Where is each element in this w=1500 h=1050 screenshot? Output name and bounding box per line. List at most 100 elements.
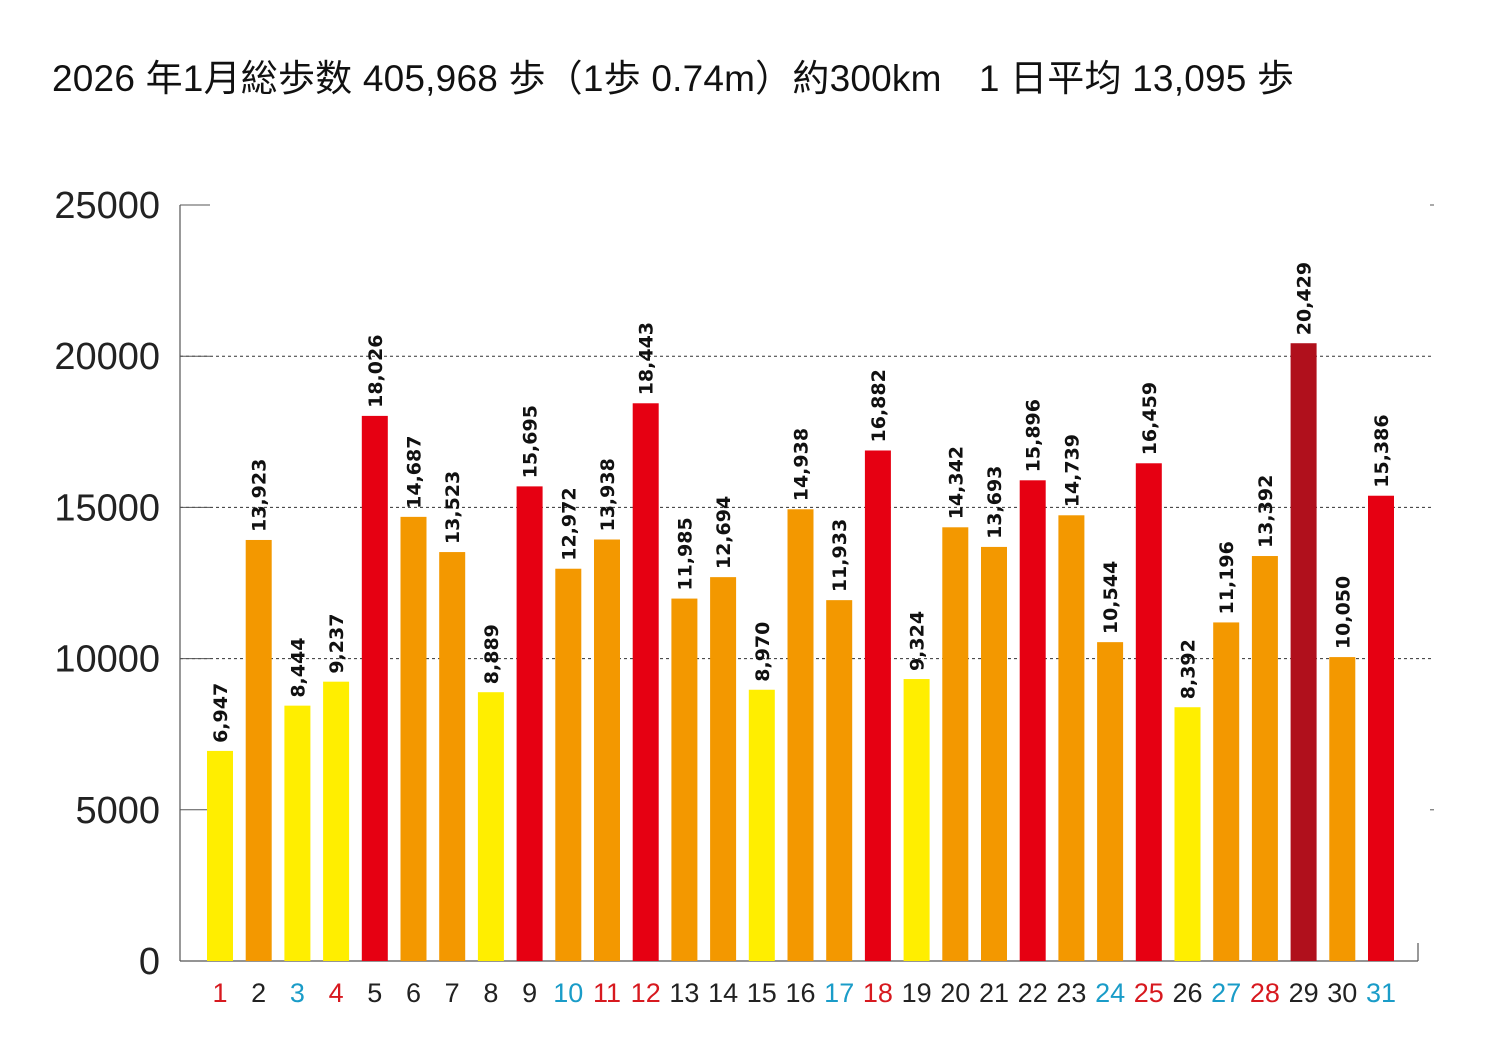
x-tick-label-day-13: 13	[669, 978, 699, 1008]
x-tick-label-day-23: 23	[1056, 978, 1086, 1008]
x-tick-label-day-30: 30	[1327, 978, 1357, 1008]
bar-day-5	[361, 415, 388, 961]
value-label-day-13: 11,985	[674, 517, 696, 590]
bar-day-18	[864, 450, 891, 961]
bar-day-6	[400, 516, 427, 961]
bar-day-15	[748, 689, 775, 961]
bar-day-23	[1058, 515, 1085, 961]
bar-day-20	[942, 527, 969, 961]
x-tick-label-day-28: 28	[1250, 978, 1280, 1008]
x-tick-label-day-1: 1	[212, 978, 227, 1008]
value-label-day-9: 15,695	[520, 405, 542, 478]
value-label-day-1: 6,947	[210, 683, 232, 743]
value-label-day-25: 16,459	[1139, 382, 1161, 455]
bar-day-22	[1019, 480, 1046, 961]
value-label-day-28: 13,392	[1255, 475, 1277, 548]
x-tick-label-day-14: 14	[708, 978, 738, 1008]
x-tick-label-day-6: 6	[406, 978, 421, 1008]
bar-day-29	[1290, 343, 1317, 961]
value-label-day-14: 12,694	[713, 496, 735, 569]
x-tick-label-day-5: 5	[367, 978, 382, 1008]
x-tick-label-day-16: 16	[785, 978, 815, 1008]
value-labels: 6,947 13,923 8,444 9,237 18,026 14,687 13,523 8…	[210, 262, 1393, 743]
bar-day-26	[1174, 707, 1201, 961]
bar-day-27	[1213, 622, 1240, 961]
x-tick-label-day-7: 7	[445, 978, 460, 1008]
value-label-day-3: 8,444	[287, 638, 309, 698]
bar-day-30	[1329, 657, 1356, 961]
bar-day-12	[632, 403, 659, 961]
bar-day-3	[284, 705, 311, 961]
x-tick-label-day-24: 24	[1095, 978, 1125, 1008]
x-axis-labels: 1 2 3 4 5 6 7 8 9 10 11 12 13 14 15 16 17 18 19 20 21 22 23 24 2…	[212, 978, 1396, 1008]
x-tick-label-day-8: 8	[483, 978, 498, 1008]
value-label-day-5: 18,026	[365, 335, 387, 408]
bar-day-7	[439, 552, 466, 961]
x-tick-label-day-9: 9	[522, 978, 537, 1008]
value-label-day-2: 13,923	[249, 459, 271, 532]
y-tick-label: 0	[139, 941, 160, 983]
x-tick-label-day-26: 26	[1172, 978, 1202, 1008]
x-tick-label-day-2: 2	[251, 978, 266, 1008]
bar-day-8	[477, 692, 504, 961]
x-tick-label-day-12: 12	[631, 978, 661, 1008]
bar-day-11	[594, 539, 620, 961]
value-label-day-31: 15,386	[1371, 414, 1393, 487]
value-label-day-15: 8,970	[752, 622, 774, 682]
bar-day-24	[1097, 642, 1124, 961]
value-label-day-18: 16,882	[868, 369, 890, 442]
y-axis-ticks: 0 5000 10000 15000 20000 25000	[54, 185, 1434, 983]
x-tick-label-day-25: 25	[1134, 978, 1164, 1008]
value-label-day-29: 20,429	[1294, 262, 1316, 335]
value-label-day-4: 9,237	[326, 614, 348, 674]
x-tick-label-day-29: 29	[1289, 978, 1319, 1008]
bar-day-1	[207, 750, 233, 961]
x-tick-label-day-4: 4	[329, 978, 344, 1008]
value-label-day-27: 11,196	[1216, 541, 1238, 614]
y-tick-label: 15000	[54, 487, 160, 529]
chart-title: 2026 年1月総歩数 405,968 歩（1歩 0.74m）約300km 1 …	[52, 58, 1295, 99]
bars	[207, 343, 1394, 961]
bar-day-19	[903, 679, 930, 961]
value-label-day-6: 14,687	[404, 436, 426, 509]
x-tick-label-day-22: 22	[1018, 978, 1048, 1008]
bar-day-21	[981, 546, 1007, 961]
x-tick-label-day-19: 19	[902, 978, 932, 1008]
x-tick-label-day-21: 21	[979, 978, 1009, 1008]
value-label-day-11: 13,938	[597, 458, 619, 531]
bar-day-4	[323, 681, 350, 961]
value-label-day-26: 8,392	[1178, 639, 1200, 699]
x-tick-label-day-20: 20	[940, 978, 970, 1008]
value-label-day-24: 10,544	[1100, 561, 1122, 634]
bar-day-25	[1135, 463, 1162, 961]
value-label-day-12: 18,443	[636, 322, 658, 395]
value-label-day-17: 11,933	[829, 519, 851, 592]
bar-day-16	[787, 509, 814, 961]
bar-day-31	[1368, 495, 1394, 961]
bar-day-14	[710, 577, 737, 961]
x-tick-label-day-18: 18	[863, 978, 893, 1008]
y-tick-label: 25000	[54, 185, 160, 227]
value-label-day-10: 12,972	[558, 487, 580, 560]
value-label-day-23: 14,739	[1061, 434, 1083, 507]
bar-day-10	[555, 568, 582, 961]
x-tick-label-day-15: 15	[747, 978, 777, 1008]
value-label-day-16: 14,938	[791, 428, 813, 501]
value-label-day-8: 8,889	[481, 624, 503, 684]
value-label-day-19: 9,324	[907, 611, 929, 671]
x-tick-label-day-27: 27	[1211, 978, 1241, 1008]
value-label-day-7: 13,523	[442, 471, 464, 544]
y-tick-label: 10000	[54, 639, 160, 681]
x-tick-label-day-11: 11	[593, 978, 621, 1008]
bar-day-13	[671, 598, 698, 961]
value-label-day-20: 14,342	[945, 446, 967, 519]
bar-day-2	[245, 539, 272, 961]
bar-day-17	[826, 600, 853, 961]
x-tick-label-day-3: 3	[290, 978, 305, 1008]
bar-day-9	[516, 486, 543, 961]
y-tick-label: 20000	[54, 336, 160, 378]
x-tick-label-day-17: 17	[824, 978, 854, 1008]
bar-day-28	[1251, 556, 1278, 961]
y-tick-label: 5000	[75, 790, 160, 832]
